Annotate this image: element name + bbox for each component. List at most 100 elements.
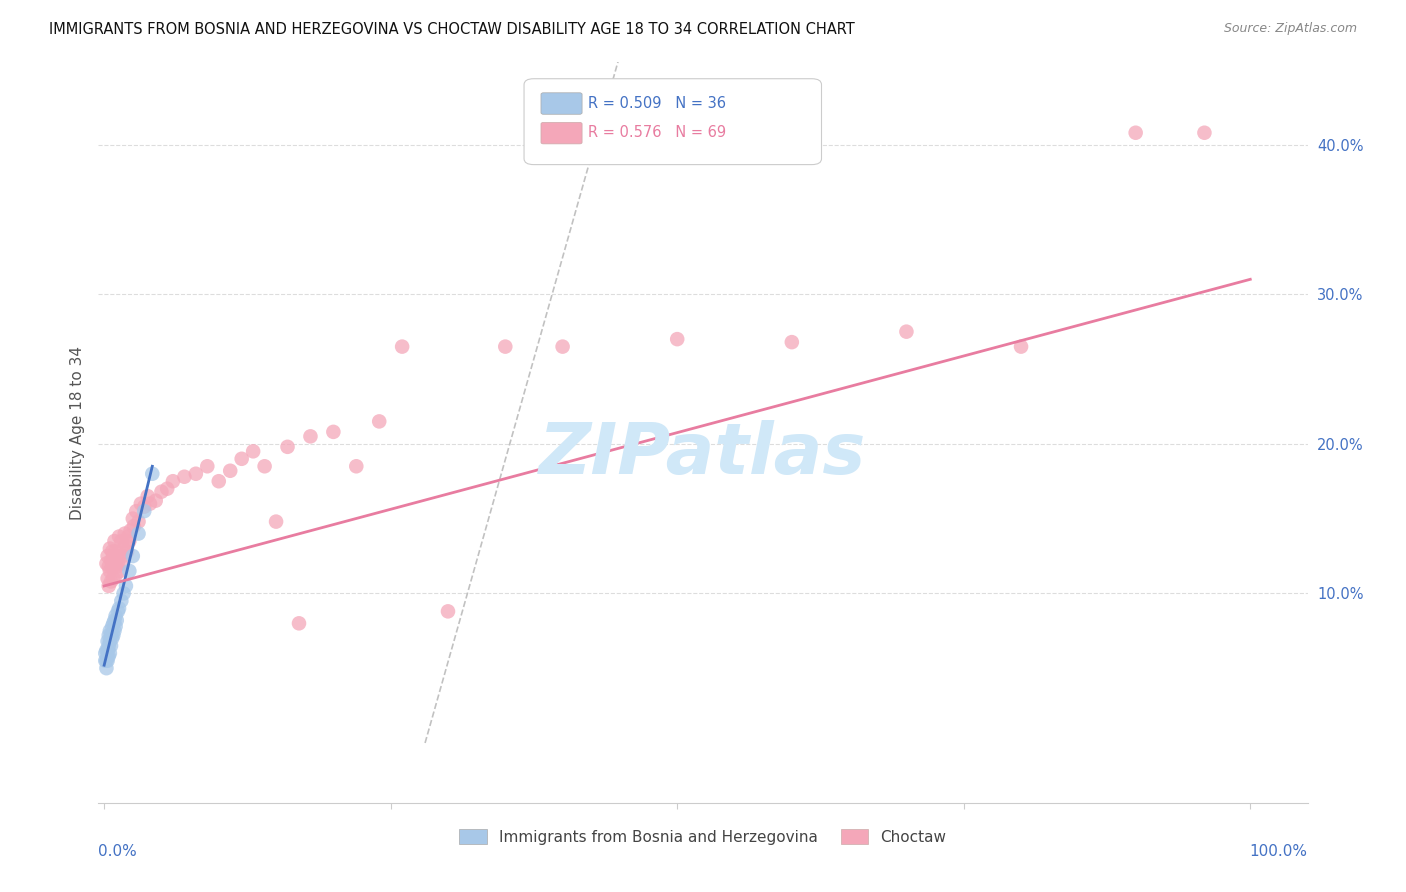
Point	[141, 467, 163, 481]
Point	[108, 530, 131, 544]
Point	[96, 661, 118, 675]
Point	[368, 414, 391, 428]
Point	[134, 500, 156, 514]
Point	[253, 459, 276, 474]
Point	[97, 649, 120, 664]
Point	[104, 608, 127, 623]
Point	[112, 586, 135, 600]
Point	[780, 335, 803, 350]
Point	[94, 646, 117, 660]
Point	[1125, 126, 1147, 140]
Point	[139, 497, 162, 511]
Point	[100, 553, 122, 567]
Point	[156, 482, 179, 496]
Point	[108, 549, 131, 563]
Point	[150, 484, 173, 499]
Point	[195, 459, 218, 474]
Point	[666, 332, 689, 346]
Point	[107, 604, 129, 618]
Point	[98, 564, 121, 578]
Point	[322, 425, 344, 439]
Point	[120, 524, 142, 538]
Point	[173, 469, 195, 483]
Point	[208, 474, 231, 488]
Point	[103, 628, 125, 642]
Point	[105, 559, 128, 574]
Point	[184, 467, 207, 481]
Point	[437, 604, 460, 618]
Legend: Immigrants from Bosnia and Herzegovina, Choctaw: Immigrants from Bosnia and Herzegovina, …	[453, 822, 953, 851]
Point	[104, 544, 127, 558]
Point	[264, 515, 287, 529]
Point	[103, 613, 125, 627]
Point	[117, 530, 139, 544]
Point	[118, 564, 141, 578]
Point	[107, 557, 129, 571]
Point	[97, 549, 120, 563]
Point	[110, 557, 132, 571]
Point	[108, 601, 131, 615]
Point	[97, 643, 120, 657]
Point	[96, 654, 118, 668]
Point	[100, 628, 122, 642]
Point	[101, 544, 124, 558]
Point	[299, 429, 322, 443]
Point	[98, 541, 121, 556]
Text: R = 0.576   N = 69: R = 0.576 N = 69	[588, 125, 727, 140]
Text: 0.0%: 0.0%	[98, 844, 138, 858]
Point	[101, 632, 124, 646]
Point	[103, 616, 125, 631]
Point	[103, 534, 125, 549]
Point	[96, 557, 118, 571]
Point	[110, 594, 132, 608]
Point	[97, 639, 120, 653]
Point	[277, 440, 299, 454]
Point	[111, 549, 134, 563]
Text: R = 0.509   N = 36: R = 0.509 N = 36	[588, 95, 725, 111]
Point	[100, 574, 122, 589]
Point	[103, 571, 125, 585]
Point	[494, 340, 516, 354]
Point	[105, 613, 128, 627]
Point	[114, 526, 136, 541]
Point	[104, 568, 127, 582]
Point	[96, 643, 118, 657]
Point	[136, 489, 159, 503]
Point	[97, 634, 120, 648]
Text: ZIPatlas: ZIPatlas	[540, 420, 866, 490]
Text: IMMIGRANTS FROM BOSNIA AND HERZEGOVINA VS CHOCTAW DISABILITY AGE 18 TO 34 CORREL: IMMIGRANTS FROM BOSNIA AND HERZEGOVINA V…	[49, 22, 855, 37]
Point	[134, 504, 156, 518]
Point	[97, 649, 120, 664]
Point	[121, 511, 143, 525]
Point	[118, 534, 141, 549]
Point	[98, 624, 121, 638]
Point	[122, 519, 145, 533]
Point	[97, 571, 120, 585]
Text: Source: ZipAtlas.com: Source: ZipAtlas.com	[1223, 22, 1357, 36]
Point	[391, 340, 413, 354]
Point	[103, 549, 125, 563]
Point	[1010, 340, 1032, 354]
Point	[98, 634, 121, 648]
FancyBboxPatch shape	[541, 93, 582, 114]
Y-axis label: Disability Age 18 to 34: Disability Age 18 to 34	[69, 345, 84, 520]
Point	[103, 557, 125, 571]
Point	[97, 654, 120, 668]
Point	[125, 504, 148, 518]
Point	[97, 628, 120, 642]
Point	[219, 464, 242, 478]
Point	[101, 559, 124, 574]
Point	[97, 559, 120, 574]
Point	[551, 340, 574, 354]
Point	[108, 564, 131, 578]
Point	[101, 619, 124, 633]
Point	[128, 526, 150, 541]
Point	[1194, 126, 1216, 140]
Point	[100, 639, 122, 653]
Point	[104, 619, 127, 633]
Point	[115, 579, 138, 593]
Point	[115, 544, 138, 558]
FancyBboxPatch shape	[541, 122, 582, 144]
Point	[115, 539, 138, 553]
Point	[129, 497, 152, 511]
